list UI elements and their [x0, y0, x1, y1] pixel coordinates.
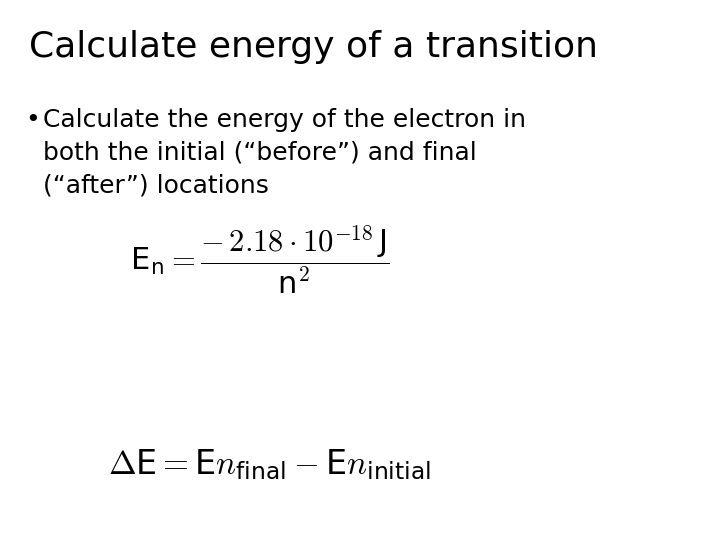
- Text: $\mathregular{E}_{\mathregular{n}} = \dfrac{-\,2.18\cdot10^{-18}\,\mathregular{J: $\mathregular{E}_{\mathregular{n}} = \df…: [130, 222, 390, 296]
- Text: Calculate the energy of the electron in
both the initial (“before”) and final
(“: Calculate the energy of the electron in …: [43, 108, 526, 197]
- Text: •: •: [25, 108, 40, 132]
- Text: Calculate energy of a transition: Calculate energy of a transition: [29, 30, 598, 64]
- Text: $\Delta\mathregular{E} = \mathregular{E}n_{\mathregular{final}} - \mathregular{E: $\Delta\mathregular{E} = \mathregular{E}…: [108, 447, 431, 482]
